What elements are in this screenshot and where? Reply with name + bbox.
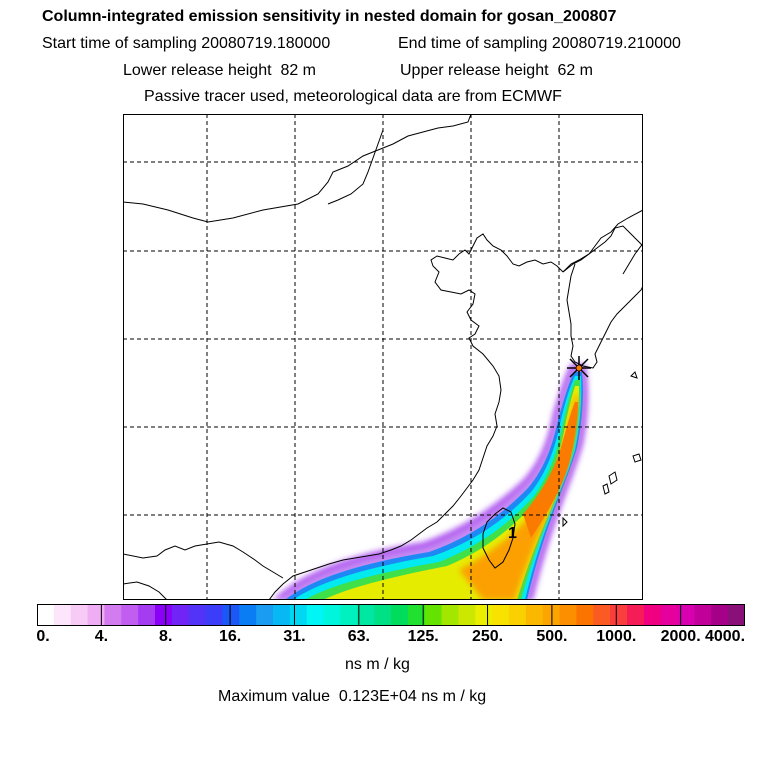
colorbar [37,604,745,626]
colorbar-cell [273,604,291,626]
lower-height-line: Lower release height 82 m [123,62,316,80]
start-time-value: 20080719.180000 [201,35,331,52]
colorbar-cell [492,604,510,626]
colorbar-cell [593,604,611,626]
colorbar-cell [542,604,561,626]
colorbar-tick-label: 2000. [660,628,701,645]
colorbar-cell [87,604,105,626]
coastlines [123,114,643,600]
sensitivity-plume [273,364,588,600]
end-time-label: End time of sampling [398,35,548,52]
colorbar-cell [627,604,645,626]
colorbar-tick-label: 63. [347,628,370,645]
maximum-value-line: Maximum value 0.123E+04 ns m / kg [218,688,486,706]
colorbar-cell [357,604,375,626]
end-time-line: End time of sampling 20080719.210000 [398,35,681,53]
maximum-value-label: Maximum value [218,688,331,705]
colorbar-tick-label: 4000. [704,628,746,645]
maximum-value: 0.123E+04 [338,688,417,705]
colorbar-cell [340,604,358,626]
colorbar-cell [407,604,426,626]
maximum-value-unit: ns m / kg [421,688,487,705]
plot-title: Column-integrated emission sensitivity i… [42,8,617,25]
colorbar-cell [121,604,139,626]
colorbar-tick-label: 0. [36,628,50,645]
colorbar-cell [37,604,55,626]
colorbar-frame [37,604,745,626]
colorbar-cell [711,604,729,626]
colorbar-cell [441,604,459,626]
colorbar-cell [306,604,325,626]
colorbar-cell [458,604,476,626]
colorbar-tick-label: 16. [218,628,242,645]
colorbar-tick-label: 250. [471,628,504,645]
colorbar-cell [475,604,493,626]
map-panel: 1 [123,114,643,600]
colorbar-cell [289,604,308,626]
lower-height-label: Lower release height [123,62,272,79]
colorbar-cell [509,604,527,626]
plume-max-label: 1 [508,525,517,542]
colorbar-cell [53,604,72,626]
colorbar-tick-label: 31. [283,628,306,645]
colorbar-cell [256,604,274,626]
colorbar-cell [677,604,695,626]
colorbar-cell [188,604,207,626]
end-time-value: 20080719.210000 [551,35,681,52]
start-time-line: Start time of sampling 20080719.180000 [42,35,330,53]
colorbar-cell [728,604,745,626]
lower-height-value: 82 m [280,62,317,79]
colorbar-tick-label: 1000. [596,628,637,645]
upper-height-value: 62 m [557,62,594,79]
colorbar-cell [525,604,544,626]
start-time-label: Start time of sampling [42,35,197,52]
upper-height-label: Upper release height [400,62,549,79]
map-frame [123,114,643,600]
colorbar-cell [323,604,341,626]
colorbar-tick-label: 125. [407,628,439,645]
colorbar-cells [37,604,745,626]
colorbar-cell [660,604,679,626]
colorbar-cell [239,604,257,626]
colorbar-cell [559,604,577,626]
colorbar-tick-label: 4. [94,628,109,645]
lat-lon-grid [123,114,643,600]
colorbar-cell [391,604,409,626]
colorbar-cell [694,604,712,626]
colorbar-cell [70,604,89,626]
colorbar-cell [155,604,173,626]
colorbar-unit: ns m / kg [345,656,410,673]
colorbar-cell [104,604,122,626]
release-star-marker [567,356,591,380]
colorbar-cell [222,604,240,626]
colorbar-cell [138,604,156,626]
colorbar-cell [374,604,392,626]
colorbar-cell [424,604,443,626]
colorbar-tick-label: 8. [159,628,173,645]
colorbar-cell [576,604,594,626]
colorbar-cell [171,604,190,626]
colorbar-cell [610,604,628,626]
colorbar-cell [643,604,662,626]
colorbar-cell [205,604,223,626]
tracer-note: Passive tracer used, meteorological data… [144,88,562,105]
upper-height-line: Upper release height 62 m [400,62,593,80]
colorbar-tick-label: 500. [536,628,568,645]
